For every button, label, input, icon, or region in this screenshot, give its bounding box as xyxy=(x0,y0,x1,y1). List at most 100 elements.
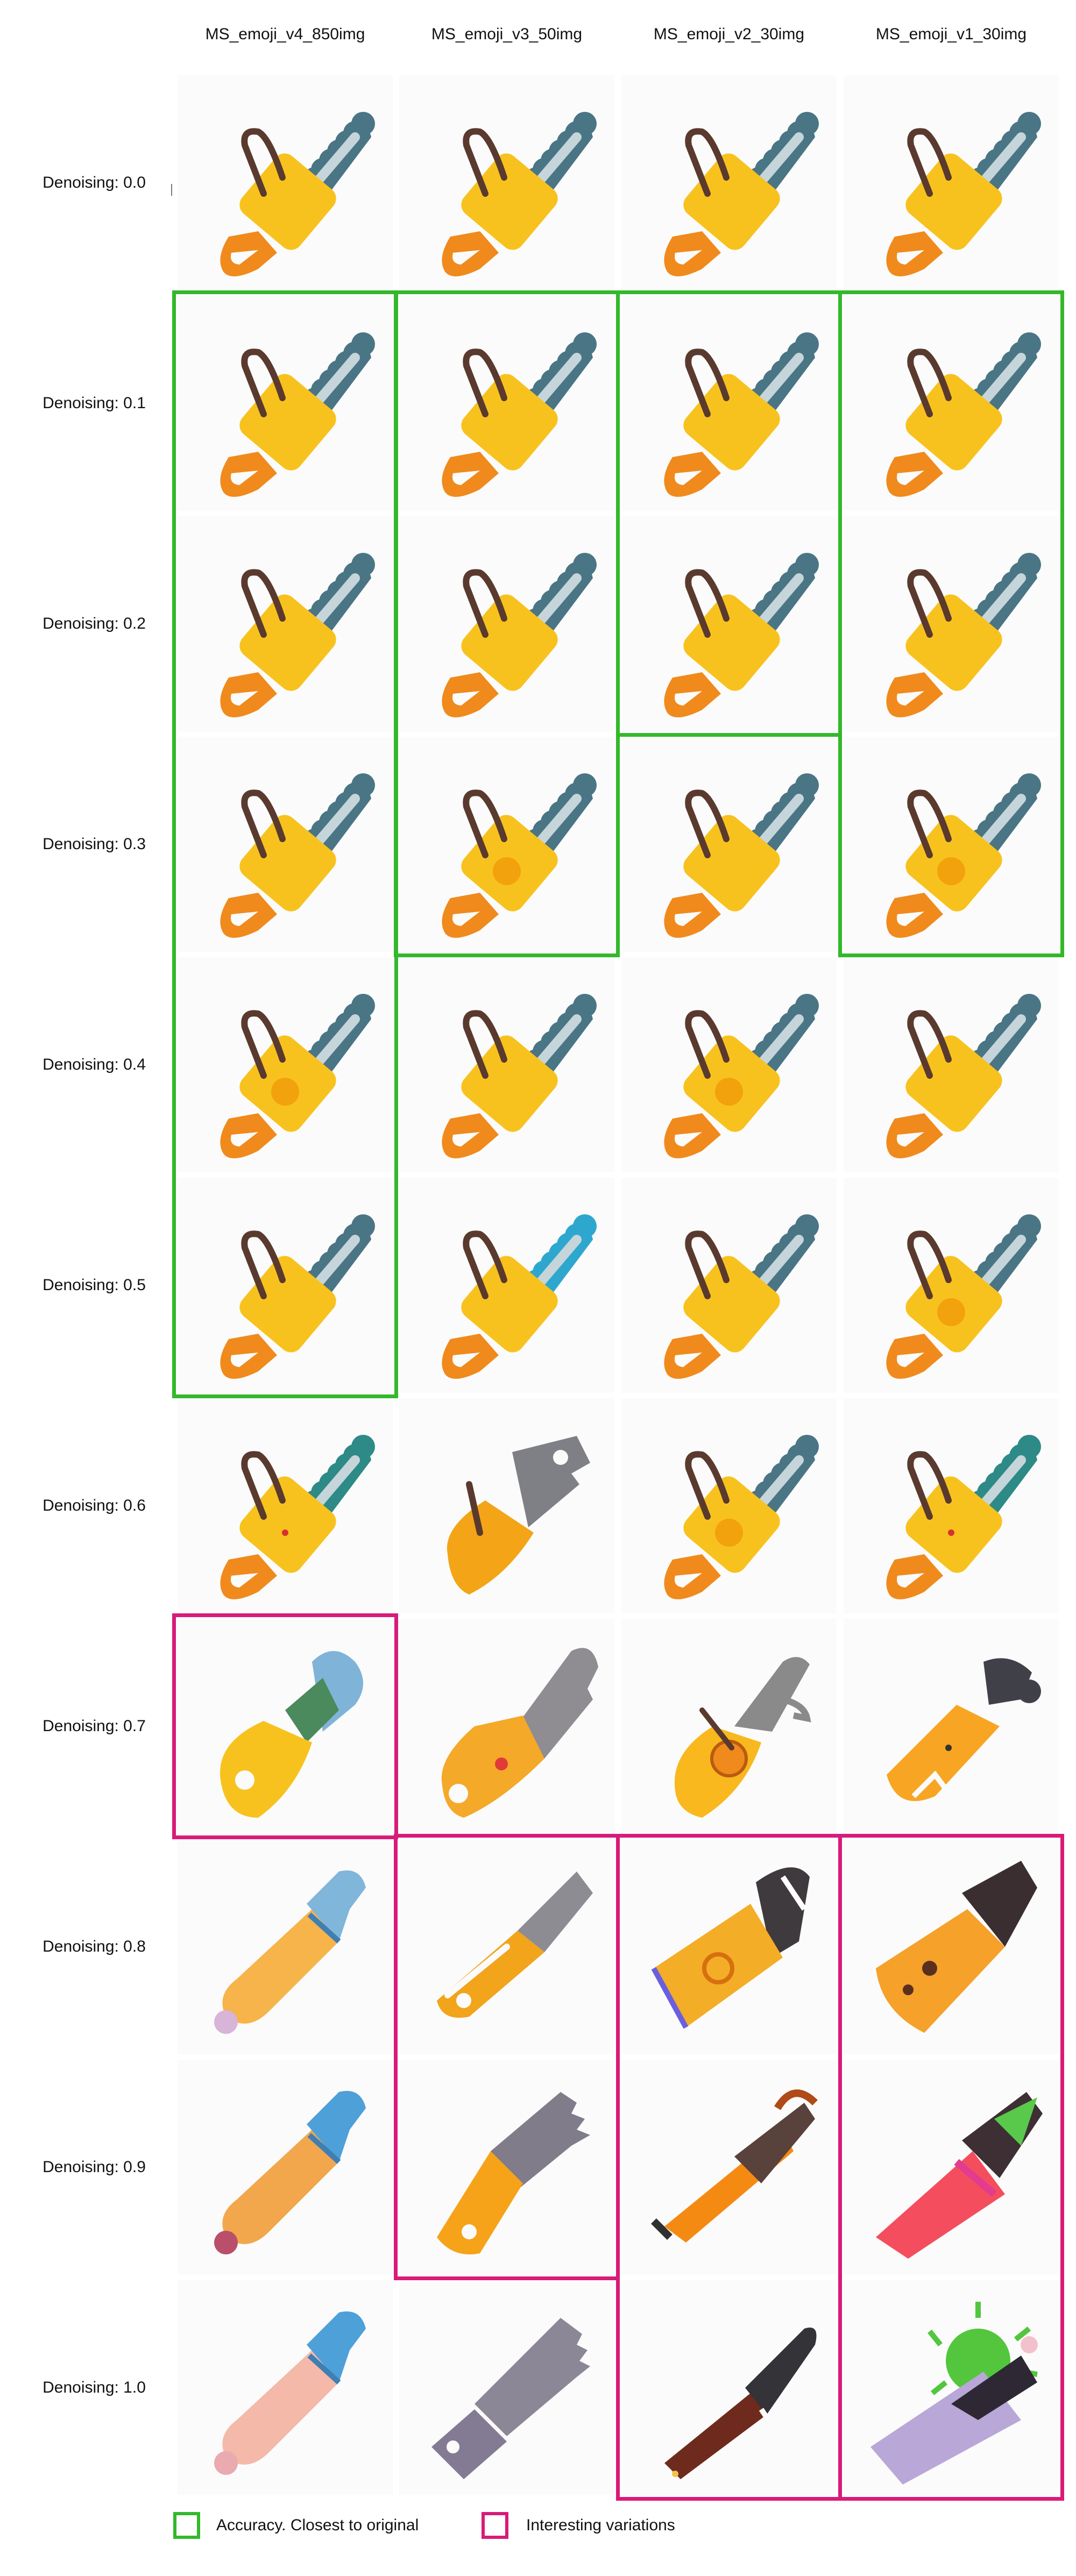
cleaver-icon xyxy=(441,1648,598,1818)
grid-cell-image xyxy=(399,2280,614,2495)
pencil-tool-icon xyxy=(214,1870,366,2034)
legend-interesting-label: Interesting variations xyxy=(526,2516,675,2534)
grid-cell-image xyxy=(844,2060,1059,2275)
chainsaw-icon xyxy=(886,994,1041,1158)
grid-cell-image xyxy=(399,2060,614,2275)
grid-cell-image xyxy=(621,1178,837,1393)
grid-cell-image xyxy=(178,75,393,290)
row-label: Denoising: 0.5 xyxy=(43,1276,146,1294)
grid-cell-image xyxy=(399,296,614,511)
grid-cell-image xyxy=(844,1398,1059,1613)
grid-cell-image xyxy=(844,957,1059,1172)
grid-cell-image xyxy=(844,516,1059,731)
grid-cell-image xyxy=(178,1178,393,1393)
chainsaw-icon xyxy=(886,773,1041,938)
grid-cell-image xyxy=(621,2280,837,2495)
row-label: Denoising: 0.8 xyxy=(43,1938,146,1955)
chainsaw-icon xyxy=(886,332,1041,497)
grid-cell-image xyxy=(621,1398,837,1613)
chainsaw-icon xyxy=(442,112,597,276)
grid-cell-image xyxy=(178,516,393,731)
handsaw-icon xyxy=(437,2092,590,2254)
utility-knife-icon xyxy=(437,1871,593,2018)
distorted-chainsaw-icon xyxy=(220,1435,375,1599)
grid-cell-image xyxy=(621,737,837,952)
pipe-tool-icon xyxy=(887,1658,1041,1801)
grid-cell-image xyxy=(621,1839,837,2054)
grid-cell-image xyxy=(399,737,614,952)
block-tool-icon xyxy=(876,1861,1037,2033)
grid-cell-image xyxy=(399,1178,614,1393)
grid-cell-image xyxy=(178,737,393,952)
red-arrow-tool-icon xyxy=(876,2092,1043,2259)
pencil-tool-icon xyxy=(214,2311,366,2475)
grid-cell-image xyxy=(844,1619,1059,1834)
grid-cell-image xyxy=(844,296,1059,511)
chainsaw-icon xyxy=(220,994,375,1158)
pencil-tool-icon xyxy=(214,2091,366,2254)
column-header: MS_emoji_v1_30img xyxy=(875,25,1027,43)
row-label: Denoising: 0.2 xyxy=(43,615,146,632)
chainsaw-icon xyxy=(442,1214,597,1379)
handsaw-icon xyxy=(431,2318,590,2479)
grid-cell-image xyxy=(621,957,837,1172)
legend-accuracy-label: Accuracy. Closest to original xyxy=(216,2516,419,2534)
chainsaw-icon xyxy=(220,332,375,497)
grid-cell-image xyxy=(621,75,837,290)
chainsaw-icon xyxy=(886,553,1041,717)
row-label: Denoising: 0.6 xyxy=(43,1497,146,1514)
chainsaw-icon xyxy=(442,773,597,938)
grid-cell-image xyxy=(399,1398,614,1613)
chainsaw-icon xyxy=(442,332,597,497)
grid-cell-image xyxy=(844,1178,1059,1393)
grid-cell-image xyxy=(844,2280,1059,2495)
grid-cell-image xyxy=(178,1619,393,1834)
chainsaw-icon xyxy=(664,553,819,717)
grid-cell-image xyxy=(178,296,393,511)
grid-cell-image xyxy=(844,75,1059,290)
chainsaw-icon xyxy=(664,332,819,497)
axis-tick xyxy=(171,184,172,196)
grid-cell-image xyxy=(178,2280,393,2495)
grid-cell-image xyxy=(621,516,837,731)
grid-cell-image xyxy=(399,1619,614,1834)
wrench-saw-icon xyxy=(674,1657,811,1818)
grid-cell-image xyxy=(621,2060,837,2275)
chainsaw-icon xyxy=(664,773,819,938)
row-label: Denoising: 0.4 xyxy=(43,1056,146,1073)
grid-cell-image xyxy=(399,75,614,290)
legend-accuracy-swatch xyxy=(173,2512,200,2539)
grid-cell-image xyxy=(399,1839,614,2054)
hacksaw-icon xyxy=(651,2089,818,2243)
chainsaw-icon xyxy=(664,994,819,1158)
grid-cell-image xyxy=(621,1619,837,1834)
row-label: Denoising: 0.0 xyxy=(43,174,146,191)
chainsaw-icon xyxy=(664,112,819,276)
chainsaw-icon xyxy=(220,1214,375,1379)
row-label: Denoising: 0.1 xyxy=(43,394,146,412)
column-header: MS_emoji_v4_850img xyxy=(205,25,365,43)
chainsaw-icon xyxy=(886,1214,1041,1379)
chainsaw-icon xyxy=(886,112,1041,276)
chainsaw-icon xyxy=(442,994,597,1158)
column-header: MS_emoji_v2_30img xyxy=(653,25,805,43)
chainsaw-icon xyxy=(220,112,375,276)
cleaver-saw-icon xyxy=(447,1436,590,1595)
grid-cell-image xyxy=(178,1839,393,2054)
row-label: Denoising: 1.0 xyxy=(43,2379,146,2396)
grid-cell-image xyxy=(178,2060,393,2275)
blob-tool-icon xyxy=(220,1651,363,1818)
chainsaw-icon xyxy=(664,1214,819,1379)
chainsaw-icon xyxy=(442,553,597,717)
row-label: Denoising: 0.3 xyxy=(43,835,146,853)
chainsaw-icon xyxy=(664,1435,819,1599)
distorted-chainsaw-icon xyxy=(886,1435,1041,1599)
knife-icon xyxy=(664,2328,817,2479)
grid-cell-image xyxy=(178,1398,393,1613)
grid-cell-image xyxy=(844,1839,1059,2054)
grid-cell-image xyxy=(178,957,393,1172)
row-label: Denoising: 0.9 xyxy=(43,2158,146,2176)
grid-cell-image xyxy=(844,737,1059,952)
chainsaw-icon xyxy=(220,553,375,717)
row-label: Denoising: 0.7 xyxy=(43,1717,146,1735)
